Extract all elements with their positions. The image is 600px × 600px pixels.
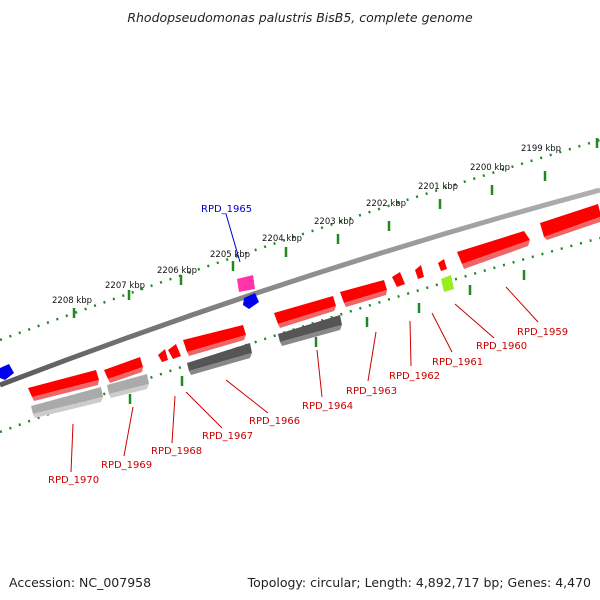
gene-label-1966[interactable]: RPD_1966: [249, 416, 300, 427]
tick-label-2205: 2205 kbp: [210, 250, 250, 260]
gene-label-1960[interactable]: RPD_1960: [476, 341, 527, 352]
gene-label-1962[interactable]: RPD_1962: [389, 371, 440, 382]
tick-label-2199: 2199 kbp: [521, 144, 561, 154]
gene-arrow-1970: [28, 370, 99, 397]
gene-arrow-1960: [457, 231, 530, 264]
gene-label-1961[interactable]: RPD_1961: [432, 357, 483, 368]
tick-label-2207: 2207 kbp: [105, 281, 145, 291]
gene-label-1969[interactable]: RPD_1969: [101, 460, 152, 471]
outer-major-ticks: [72, 138, 599, 318]
feature-blue-1965: [243, 293, 259, 309]
tick-label-2201: 2201 kbp: [418, 182, 458, 192]
gene-label-1959[interactable]: RPD_1959: [517, 327, 568, 338]
accession-text: Accession: NC_007958: [9, 575, 152, 590]
gene-arrow-1968: [158, 349, 168, 362]
gene-label-1964[interactable]: RPD_1964: [302, 401, 353, 412]
inner-major-ticks: [128, 270, 526, 404]
summary-text: Topology: circular; Length: 4,892,717 bp…: [247, 575, 591, 590]
gene-label-1965[interactable]: RPD_1965: [201, 204, 252, 215]
gene-label-1967[interactable]: RPD_1967: [202, 431, 253, 442]
gene-arrow-1964: [274, 296, 336, 324]
tick-label-2204: 2204 kbp: [262, 234, 302, 244]
gene-arrow-1963a: [392, 272, 405, 287]
gene-label-1970[interactable]: RPD_1970: [48, 475, 99, 486]
tick-label-2200: 2200 kbp: [470, 163, 510, 173]
gene-arrow-1963: [340, 280, 387, 303]
tick-label-2208: 2208 kbp: [52, 296, 92, 306]
gene-arrow-1969: [104, 357, 143, 379]
gene-label-lines: [70, 286, 539, 473]
gene-label-1968[interactable]: RPD_1968: [151, 446, 202, 457]
gray-features: [31, 315, 342, 418]
gene-arrow-1967: [168, 344, 181, 359]
gene-arrow-1962: [415, 265, 424, 279]
gene-arrow-1959: [540, 204, 600, 237]
cds-features: [28, 204, 600, 401]
feature-blue-left: [0, 364, 14, 380]
tick-label-2202: 2202 kbp: [366, 199, 406, 209]
rna-feature-pink: [237, 275, 255, 292]
tick-label-2203: 2203 kbp: [314, 217, 354, 227]
map-title: Rhodopseudomonas palustris BisB5, comple…: [127, 10, 473, 25]
gene-arrow-1966: [183, 325, 246, 352]
gene-arrow-1961: [438, 259, 447, 271]
tick-label-2206: 2206 kbp: [157, 266, 197, 276]
feature-green: [441, 275, 454, 292]
genome-backbone: [0, 187, 600, 388]
gene-label-line-1965: [225, 213, 241, 263]
gene-label-1963[interactable]: RPD_1963: [346, 386, 397, 397]
